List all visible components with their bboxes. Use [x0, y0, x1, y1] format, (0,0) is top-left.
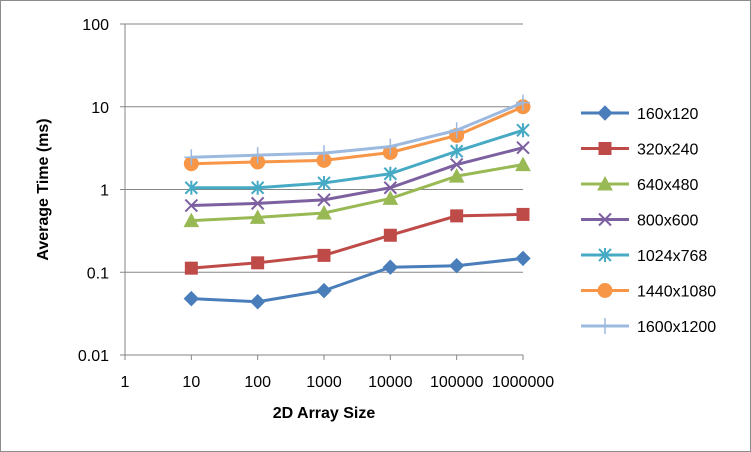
- data-point: [383, 228, 397, 242]
- data-point: [448, 257, 465, 274]
- data-point: [316, 282, 332, 299]
- data-point: [450, 209, 464, 223]
- legend-label: 640x480: [637, 177, 698, 194]
- legend-label: 800x600: [637, 213, 698, 230]
- data-point: [183, 212, 200, 228]
- legend-marker: [598, 212, 612, 227]
- x-tick-label: 100: [244, 374, 271, 391]
- series-640x480: [183, 156, 531, 228]
- y-tick-label: 0.1: [87, 265, 109, 282]
- series-320x240: [184, 207, 530, 275]
- y-tick-label: 100: [82, 17, 109, 34]
- data-point: [317, 145, 331, 162]
- data-point: [250, 180, 265, 195]
- legend-label: 160x120: [637, 106, 698, 123]
- legend-label: 1024x768: [637, 248, 707, 265]
- x-tick-label: 1000: [306, 374, 342, 391]
- series-line: [191, 146, 524, 208]
- series-lines: [183, 94, 531, 310]
- legend-label: 1440x1080: [637, 284, 716, 301]
- series-line: [191, 163, 524, 223]
- legend-marker: [597, 105, 613, 121]
- series-line: [191, 128, 524, 190]
- legend: 160x120 320x240 640x480 800x600 1024x768 1440…: [581, 105, 716, 336]
- data-point: [382, 190, 399, 205]
- y-tick-label: 10: [91, 100, 109, 117]
- legend-item: 1440x1080: [581, 283, 716, 301]
- data-point: [317, 248, 331, 262]
- legend-label: 320x240: [637, 142, 698, 159]
- data-point: [516, 207, 530, 221]
- x-tick-label: 100000: [430, 374, 483, 391]
- x-tick-label: 1000000: [492, 374, 554, 391]
- legend-marker: [597, 175, 613, 191]
- series-1600x1200: [184, 94, 530, 166]
- legend-item: 640x480: [581, 175, 698, 194]
- series-line: [191, 256, 524, 304]
- data-point: [449, 122, 464, 139]
- legend-item: 160x120: [581, 105, 698, 123]
- legend-marker: [598, 248, 612, 262]
- series-line: [191, 212, 524, 270]
- legend-item: 1024x768: [581, 248, 707, 265]
- y-tick-labels: 0.01 0.1 1 10 100: [78, 17, 109, 365]
- data-point: [515, 156, 531, 172]
- data-point: [251, 256, 265, 270]
- series-800x600: [184, 140, 530, 213]
- data-point: [449, 157, 464, 172]
- data-point: [383, 138, 398, 155]
- data-point: [249, 209, 266, 224]
- data-point: [184, 180, 199, 195]
- data-point: [383, 181, 398, 195]
- x-tick-label: 10000: [368, 374, 413, 391]
- legend-item: 800x600: [581, 213, 698, 230]
- data-point: [449, 144, 464, 159]
- series-line: [191, 101, 524, 159]
- data-point: [184, 198, 199, 213]
- x-tick-label: 10: [182, 374, 200, 391]
- data-point: [516, 123, 530, 138]
- series-1024x768: [184, 123, 530, 195]
- data-point: [249, 294, 266, 310]
- x-tick-label: 1: [121, 374, 130, 391]
- data-point: [184, 261, 198, 275]
- data-point: [317, 193, 331, 207]
- legend-item: 320x240: [581, 142, 698, 159]
- data-point: [316, 204, 332, 220]
- data-point: [515, 250, 531, 267]
- y-tick-label: 0.01: [78, 348, 109, 365]
- data-point: [516, 140, 530, 155]
- data-point: [317, 175, 331, 190]
- series-line: [191, 105, 524, 166]
- data-point: [250, 196, 265, 211]
- data-point: [183, 290, 200, 307]
- axes: [120, 23, 524, 360]
- legend-marker: [598, 142, 612, 155]
- legend-marker: [597, 283, 613, 298]
- data-point: [448, 168, 465, 183]
- data-point: [382, 259, 399, 275]
- data-point: [250, 147, 265, 164]
- legend-marker: [598, 318, 612, 334]
- x-tick-labels: 1 10 100 1000 10000 100000 1000000: [121, 374, 555, 391]
- y-tick-label: 1: [100, 183, 109, 200]
- legend-item: 1600x1200: [581, 318, 716, 336]
- y-axis-title: Average Time (ms): [35, 118, 52, 260]
- series-160x120: [183, 250, 531, 310]
- x-axis-title: 2D Array Size: [273, 405, 376, 422]
- data-point: [383, 166, 398, 181]
- data-point: [184, 149, 199, 166]
- legend-label: 1600x1200: [637, 319, 716, 336]
- data-point: [516, 94, 530, 111]
